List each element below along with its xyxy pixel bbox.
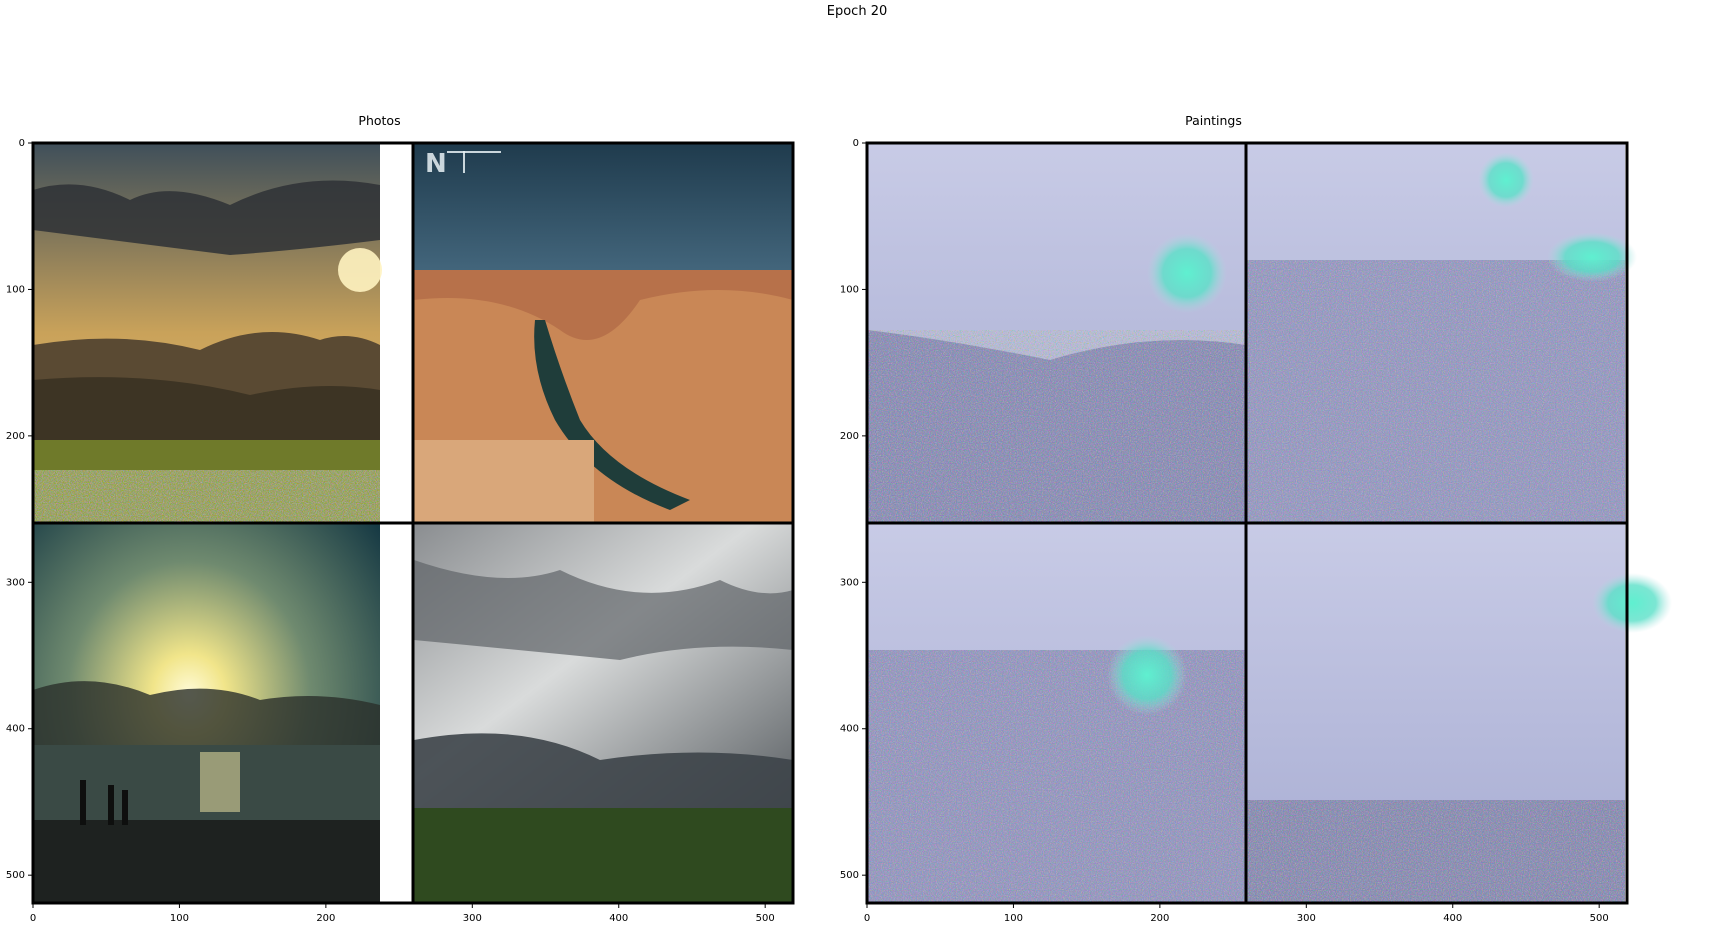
xtick-label: 100 [1004, 913, 1023, 924]
photos-axis-ticks: 0 100 200 300 400 500 0 100 200 300 400 500 [6, 138, 775, 924]
ytick-label: 0 [19, 138, 25, 149]
ytick-label: 300 [6, 577, 25, 588]
sunset-meadow-photo [33, 143, 382, 523]
ytick-label: 400 [840, 724, 859, 735]
xtick-label: 400 [609, 913, 628, 924]
ytick-label: 200 [840, 431, 859, 442]
paintings-title: Paintings [1185, 113, 1242, 128]
canyon-river-photo: N [414, 143, 793, 523]
ytick-label: 400 [6, 724, 25, 735]
ytick-label: 200 [6, 431, 25, 442]
ytick-label: 500 [6, 870, 25, 881]
photos-panel: N [31, 141, 795, 905]
xtick-label: 0 [864, 913, 870, 924]
beach-painting [867, 523, 1246, 903]
ytick-label: 0 [853, 138, 859, 149]
xtick-label: 500 [1590, 913, 1609, 924]
storm-field-photo [414, 523, 793, 903]
paintings-panel [865, 141, 1672, 905]
ytick-label: 100 [6, 284, 25, 295]
xtick-label: 300 [463, 913, 482, 924]
figure-title: Epoch 20 [826, 4, 888, 19]
paintings-axis-ticks: 0 100 200 300 400 500 0 100 200 300 400 500 [840, 138, 1609, 924]
xtick-label: 200 [1150, 913, 1169, 924]
xtick-label: 100 [170, 913, 189, 924]
xtick-label: 200 [316, 913, 335, 924]
photos-title: Photos [358, 113, 401, 128]
sunset-beach-photo [33, 523, 380, 903]
meadow-painting [867, 143, 1246, 523]
ytick-label: 100 [840, 284, 859, 295]
xtick-label: 500 [756, 913, 775, 924]
canyon-painting [1246, 143, 1637, 523]
storm-painting [1246, 523, 1672, 903]
watermark-logo: N [425, 149, 447, 179]
xtick-label: 0 [30, 913, 36, 924]
ytick-label: 500 [840, 870, 859, 881]
xtick-label: 400 [1443, 913, 1462, 924]
xtick-label: 300 [1297, 913, 1316, 924]
ytick-label: 300 [840, 577, 859, 588]
